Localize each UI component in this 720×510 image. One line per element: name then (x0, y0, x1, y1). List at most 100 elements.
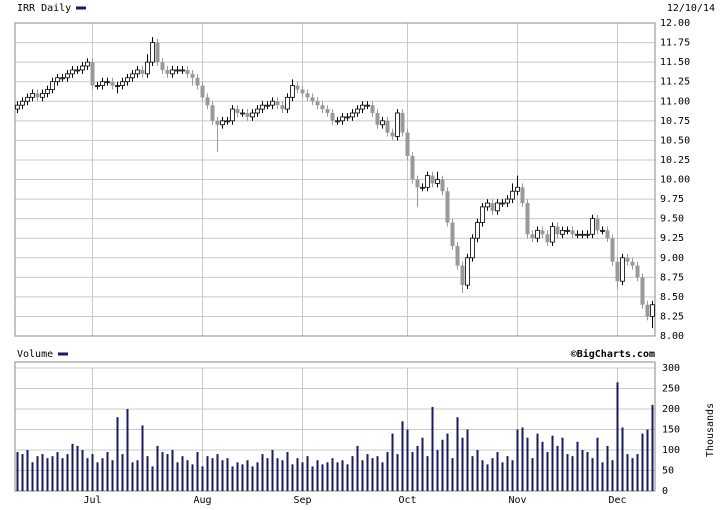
candle-body (120, 81, 125, 86)
candle-body (290, 85, 295, 98)
credit: ©BigCharts.com (571, 348, 655, 360)
volume-bar (406, 429, 409, 491)
candle-body (20, 100, 25, 106)
volume-bar (561, 437, 564, 491)
candle-body (535, 229, 540, 239)
candle-body (155, 42, 160, 63)
volume-bar (176, 462, 179, 491)
candle-body (215, 120, 220, 125)
candle-body (25, 96, 30, 102)
volume-bar (316, 460, 319, 491)
y-tick-label: 0 (662, 486, 668, 497)
volume-bar (651, 404, 654, 491)
volume-bar (491, 458, 494, 491)
volume-bar (531, 458, 534, 491)
candle-body (160, 62, 165, 70)
volume-bar (506, 456, 509, 491)
y-tick-label: 100 (662, 445, 680, 456)
candle-body (185, 69, 190, 74)
volume-bar (326, 462, 329, 491)
y-axis-label: Thousands (705, 403, 716, 457)
candle-body (515, 186, 520, 192)
volume-bar (476, 450, 479, 491)
volume-bar (76, 445, 79, 491)
candle-body (640, 277, 645, 305)
candle-body (165, 69, 170, 74)
candle-body (480, 206, 485, 223)
candle-body (400, 112, 405, 133)
volume-bar (151, 466, 154, 491)
candle-body (190, 73, 195, 78)
candle-body (510, 190, 515, 200)
volume-bar (576, 441, 579, 491)
candle-body (195, 77, 200, 86)
volume-bar (46, 458, 49, 491)
volume-bar (376, 456, 379, 491)
volume-bar (436, 450, 439, 491)
volume-bar (616, 382, 619, 491)
volume-bar (641, 433, 644, 491)
volume-bar (121, 454, 124, 491)
y-tick-label: 12.00 (660, 18, 690, 29)
volume-title: Volume (17, 349, 53, 360)
candle-body (320, 105, 325, 110)
candle-body (200, 85, 205, 98)
y-tick-label: 8.00 (660, 331, 684, 342)
candle-body (375, 112, 380, 125)
candle-body (335, 120, 340, 123)
candle-body (205, 97, 210, 106)
candle-body (250, 112, 255, 118)
candle-body (350, 112, 355, 118)
candle-body (230, 108, 235, 122)
candle-body (345, 116, 350, 119)
volume-bar (486, 464, 489, 491)
volume-bar (421, 437, 424, 491)
candle-body (575, 233, 580, 236)
volume-bar (136, 460, 139, 491)
candle-body (490, 202, 495, 211)
volume-bar (161, 452, 164, 491)
candle-body (295, 85, 300, 90)
volume-bar (516, 429, 519, 491)
candle-body (525, 202, 530, 235)
volume-bar (171, 450, 174, 491)
volume-bar (276, 458, 279, 491)
candle-body (600, 229, 605, 232)
chart-title: IRR Daily (17, 3, 71, 14)
candle-body (460, 265, 465, 286)
candle-body (75, 69, 80, 72)
candle-body (440, 179, 445, 192)
candle-body (275, 101, 280, 106)
candle-body (255, 108, 260, 114)
candle-body (380, 120, 385, 126)
candle-body (325, 109, 330, 113)
volume-bar (401, 421, 404, 491)
volume-bar (441, 439, 444, 491)
candle-body (410, 156, 415, 180)
candle-body (265, 104, 270, 107)
volume-bar (31, 462, 34, 491)
y-tick-label: 8.50 (660, 292, 684, 303)
volume-bar (371, 458, 374, 491)
candle-body (90, 62, 95, 86)
candle-body (430, 175, 435, 184)
volume-bar (411, 452, 414, 491)
candle-body (565, 229, 570, 232)
volume-bar (456, 417, 459, 491)
volume-bar (211, 458, 214, 491)
volume-bar (611, 460, 614, 491)
plot-frame (14, 361, 656, 492)
candle-body (105, 81, 110, 84)
volume-bar (251, 466, 254, 491)
volume-bar (261, 454, 264, 491)
candle-body (95, 85, 100, 87)
candle-body (55, 77, 60, 83)
volume-bar (431, 406, 434, 491)
volume-bar (101, 458, 104, 491)
candle-body (50, 81, 55, 90)
volume-bar (331, 458, 334, 491)
candle-body (395, 112, 400, 137)
candle-body (360, 104, 365, 110)
candle-body (140, 69, 145, 74)
